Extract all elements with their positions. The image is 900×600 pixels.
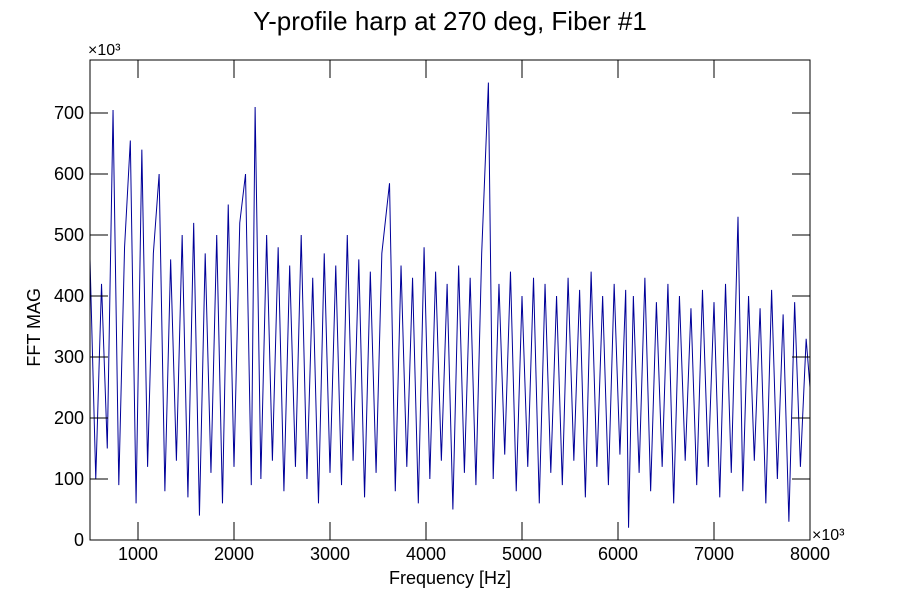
x-tick-label: 3000 — [310, 544, 350, 564]
y-tick-label: 700 — [54, 103, 84, 123]
x-tick-label: 5000 — [502, 544, 542, 564]
plot-frame — [89, 59, 811, 541]
x-axis-label: Frequency [Hz] — [389, 568, 511, 588]
x-tick-label: 2000 — [214, 544, 254, 564]
x-tick-label: 7000 — [694, 544, 734, 564]
y-tick-label: 400 — [54, 286, 84, 306]
y-tick-label: 100 — [54, 469, 84, 489]
x-tick-label: 1000 — [118, 544, 158, 564]
y-multiplier: ×10³ — [88, 42, 121, 59]
chart-title: Y-profile harp at 270 deg, Fiber #1 — [253, 6, 647, 36]
y-tick-label: 500 — [54, 225, 84, 245]
y-tick-label: 0 — [74, 530, 84, 550]
x-multiplier: ×10³ — [812, 527, 845, 544]
y-axis-label: FFT MAG — [24, 288, 44, 367]
x-tick-label: 4000 — [406, 544, 446, 564]
y-tick-label: 300 — [54, 347, 84, 367]
y-tick-label: 200 — [54, 408, 84, 428]
data-line — [89, 82, 811, 528]
y-tick-label: 600 — [54, 164, 84, 184]
x-tick-label: 8000 — [790, 544, 830, 564]
x-tick-label: 6000 — [598, 544, 638, 564]
